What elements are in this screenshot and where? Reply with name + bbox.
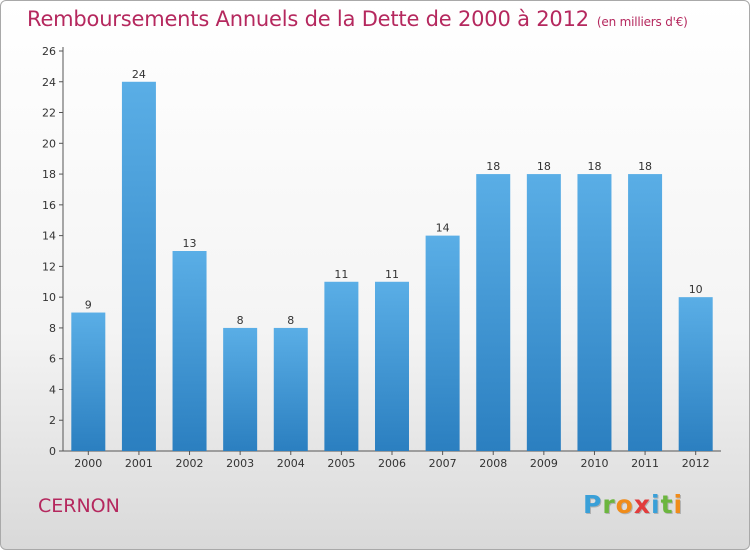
bar	[425, 235, 460, 451]
bar-value-label: 18	[486, 160, 500, 173]
y-tick-label: 2	[49, 414, 56, 427]
y-tick-label: 6	[49, 353, 56, 366]
logo-letter: i	[651, 490, 661, 519]
logo-letter: r	[602, 490, 616, 519]
x-tick-label: 2011	[631, 457, 659, 470]
bar	[628, 174, 663, 452]
bar	[273, 327, 308, 451]
bar	[121, 81, 156, 452]
bar-value-label: 18	[587, 160, 601, 173]
bar	[223, 327, 258, 451]
y-tick-label: 10	[42, 291, 56, 304]
chart-unit: (en milliers d'€)	[596, 15, 688, 29]
bar-value-label: 9	[85, 299, 92, 312]
proxiti-logo[interactable]: Proxiti	[583, 490, 683, 519]
bar-value-label: 11	[385, 268, 399, 281]
commune-name: CERNON	[38, 495, 120, 517]
y-tick-label: 14	[42, 230, 56, 243]
bar	[476, 174, 511, 452]
y-tick-label: 16	[42, 199, 56, 212]
bar	[577, 174, 612, 452]
y-tick-label: 22	[42, 107, 56, 120]
y-tick-label: 8	[49, 322, 56, 335]
y-tick-label: 24	[42, 76, 56, 89]
bar-value-label: 24	[132, 68, 146, 81]
x-tick-label: 2006	[378, 457, 406, 470]
x-tick-label: 2009	[530, 457, 558, 470]
bar	[526, 174, 561, 452]
x-tick-label: 2008	[479, 457, 507, 470]
logo-letter: i	[673, 490, 684, 519]
x-tick-label: 2000	[74, 457, 102, 470]
logo-letter: t	[660, 490, 674, 519]
bar	[172, 251, 207, 451]
logo-letter: P	[583, 490, 603, 519]
y-tick-label: 26	[42, 45, 56, 58]
x-tick-label: 2002	[176, 457, 204, 470]
chart-bars: 9 24 13 8 8 11 11 14 18 18 18 18 10	[71, 68, 713, 452]
bar-value-label: 18	[638, 160, 652, 173]
logo-letter: x	[633, 490, 651, 519]
bar-value-label: 13	[183, 237, 197, 250]
bar-value-label: 14	[436, 222, 450, 235]
y-tick-label: 4	[49, 383, 56, 396]
bar	[375, 281, 409, 451]
chart-title-text: Remboursements Annuels de la Dette de 20…	[27, 7, 589, 31]
y-tick-label: 0	[49, 445, 56, 458]
bar-value-label: 11	[334, 268, 348, 281]
y-tick-label: 18	[42, 168, 56, 181]
x-tick-label: 2001	[125, 457, 153, 470]
bar-value-label: 8	[287, 314, 294, 327]
bar-value-label: 10	[689, 283, 703, 296]
bar	[71, 312, 106, 451]
y-tick-label: 12	[42, 260, 56, 273]
bar-value-label: 18	[537, 160, 551, 173]
logo-letter: o	[615, 490, 634, 519]
bar-value-label: 8	[237, 314, 244, 327]
bar	[678, 297, 713, 451]
x-tick-label: 2004	[277, 457, 305, 470]
x-tick-label: 2012	[682, 457, 710, 470]
bar	[324, 281, 359, 451]
x-tick-label: 2010	[580, 457, 608, 470]
chart-title: Remboursements Annuels de la Dette de 20…	[27, 7, 688, 31]
x-tick-label: 2007	[429, 457, 457, 470]
x-tick-label: 2005	[327, 457, 355, 470]
y-tick-label: 20	[42, 137, 56, 150]
x-tick-label: 2003	[226, 457, 254, 470]
